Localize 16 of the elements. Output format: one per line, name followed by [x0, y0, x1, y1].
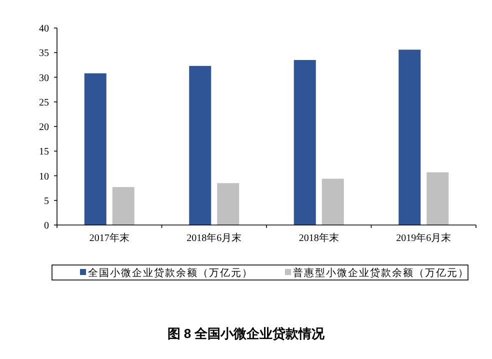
x-tick-label: 2017年末 — [89, 232, 130, 244]
y-tick-label: 35 — [39, 48, 49, 60]
x-tick-label: 2018年6月末 — [186, 232, 242, 244]
y-tick-label: 0 — [44, 220, 49, 232]
text: 图 8 全国小微企业贷款情况 — [167, 326, 326, 341]
y-tick-label: 5 — [44, 196, 49, 207]
x-tick-label: 2019年6月末 — [396, 232, 452, 244]
y-tick-label: 40 — [39, 24, 49, 34]
y-tick-label: 15 — [39, 146, 49, 158]
legend-label: 普惠型小微企业贷款余额（万亿元） — [293, 267, 469, 279]
x-tick-label: 2018年末 — [298, 232, 339, 244]
y-tick-label: 20 — [39, 122, 49, 133]
y-tick-label: 25 — [39, 97, 49, 108]
y-tick-label: 30 — [39, 72, 49, 84]
y-tick-label: 10 — [39, 171, 49, 182]
legend-label: 全国小微企业贷款余额（万亿元） — [88, 267, 253, 279]
